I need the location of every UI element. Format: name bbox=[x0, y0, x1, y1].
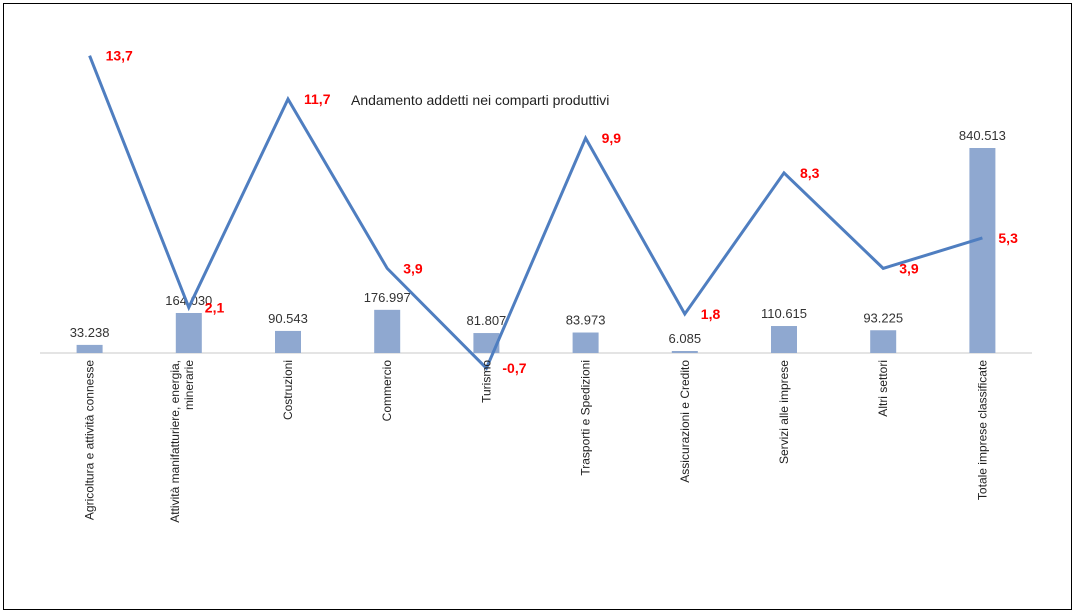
category-label: Commercio bbox=[380, 360, 394, 422]
bar bbox=[374, 309, 401, 353]
category-label: Trasporti e Spedizioni bbox=[579, 360, 593, 476]
bar bbox=[175, 312, 202, 353]
chart-title: Andamento addetti nei comparti produttiv… bbox=[351, 92, 610, 108]
bar bbox=[76, 344, 103, 353]
line-value-label: 1,8 bbox=[701, 306, 721, 322]
bar-value-label: 93.225 bbox=[863, 310, 903, 325]
line-value-label: -0,7 bbox=[502, 360, 526, 376]
bar bbox=[275, 330, 301, 353]
category-label: Attività manifatturiere, energia,minerar… bbox=[168, 360, 196, 523]
bar-value-label: 840.513 bbox=[959, 128, 1006, 143]
line-value-label: 3,9 bbox=[403, 260, 423, 276]
bar bbox=[771, 326, 797, 353]
bar-value-label: 81.807 bbox=[467, 313, 507, 328]
category-label: Totale imprese classificate bbox=[975, 360, 989, 500]
bar bbox=[473, 333, 500, 353]
line-series bbox=[88, 55, 983, 371]
line-value-label: 13,7 bbox=[106, 48, 133, 64]
line-value-label: 8,3 bbox=[800, 165, 820, 181]
bar bbox=[671, 351, 698, 353]
category-label: Servizi alle imprese bbox=[777, 360, 791, 464]
bar-value-label: 6.085 bbox=[669, 331, 702, 346]
bar bbox=[870, 330, 897, 353]
chart-frame: Andamento addetti nei comparti produttiv… bbox=[3, 3, 1072, 610]
bar bbox=[572, 332, 599, 353]
bar-value-label: 90.543 bbox=[268, 311, 308, 326]
bar-value-label: 110.615 bbox=[761, 306, 807, 321]
bar-value-label: 83.973 bbox=[566, 313, 606, 328]
category-label: Altri settori bbox=[876, 360, 890, 417]
line-value-label: 2,1 bbox=[205, 299, 225, 315]
line-value-label: 9,9 bbox=[602, 130, 622, 146]
category-label: Turismo bbox=[479, 360, 493, 403]
line-value-label: 11,7 bbox=[304, 91, 331, 107]
bar-value-label: 164.030 bbox=[165, 293, 212, 308]
category-label: Agricoltura e attività connesse bbox=[83, 360, 97, 520]
bar-value-label: 33.238 bbox=[70, 325, 110, 340]
bar bbox=[969, 148, 996, 353]
bar-value-label: 176.997 bbox=[364, 290, 411, 305]
category-label: Assicurazioni e Credito bbox=[678, 360, 692, 483]
category-label: Costruzioni bbox=[281, 360, 295, 420]
line-value-label: 3,9 bbox=[899, 260, 919, 276]
line-value-label: 5,3 bbox=[998, 230, 1018, 246]
